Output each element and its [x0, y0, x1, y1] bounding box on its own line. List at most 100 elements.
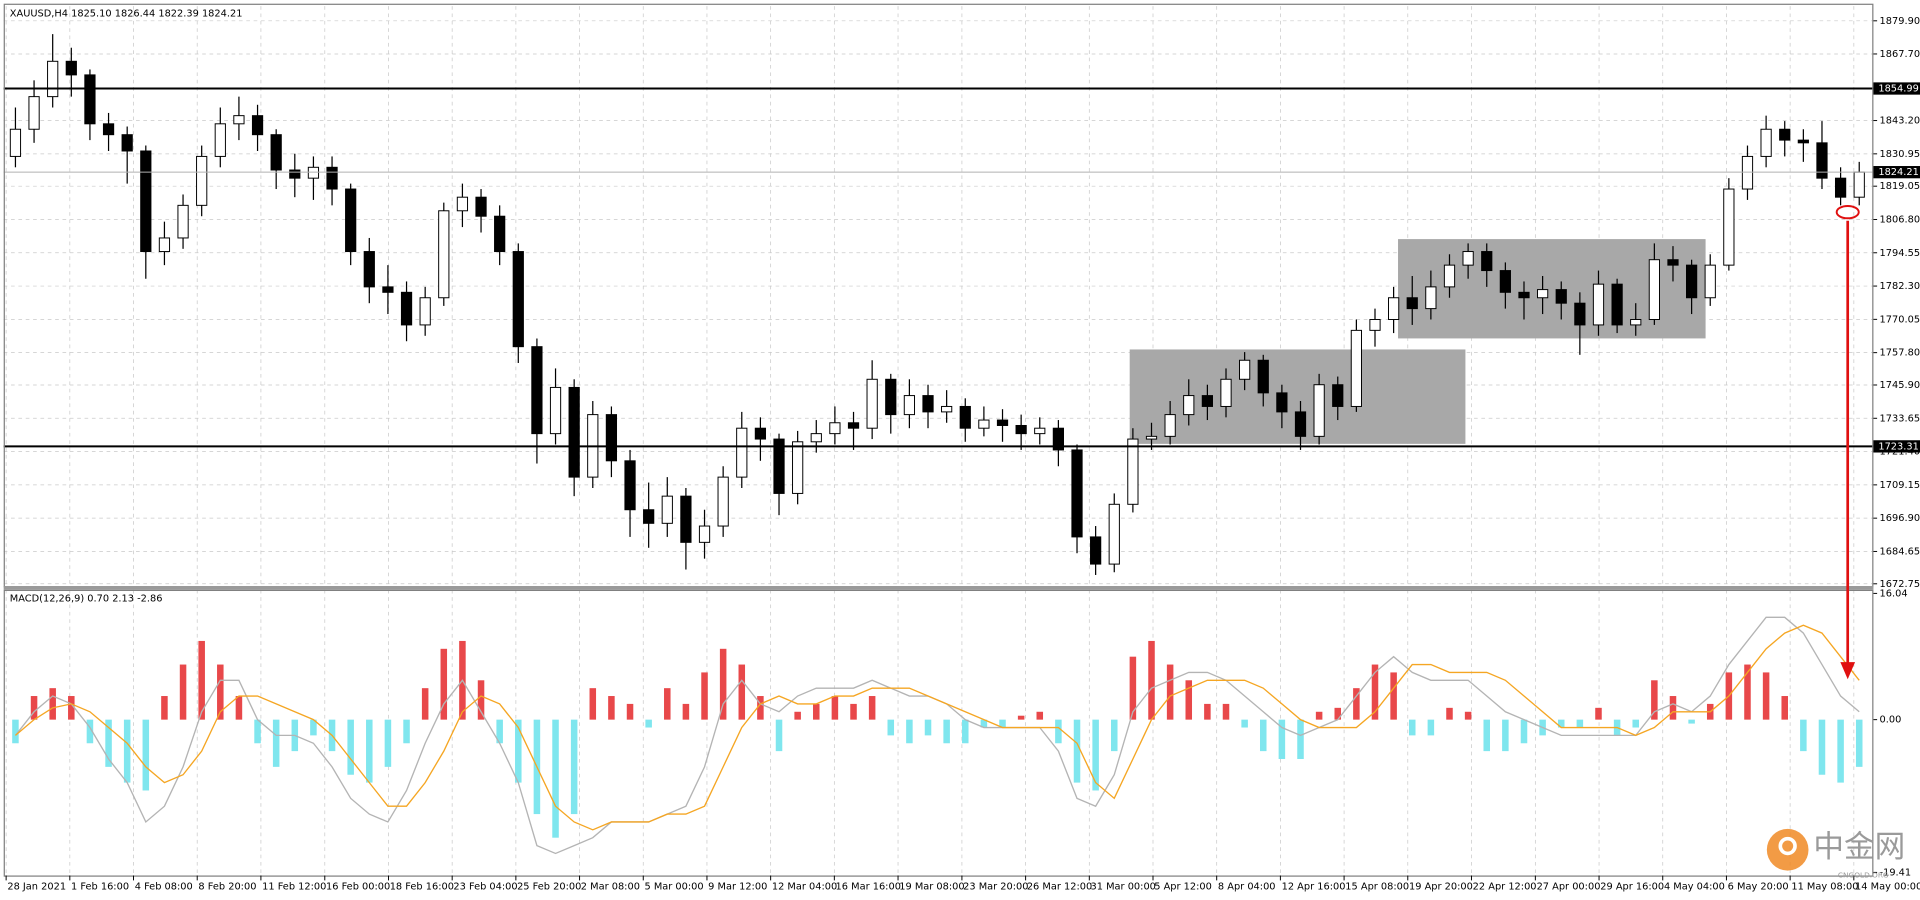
watermark-text: 中金网 [1813, 830, 1905, 865]
candle-body [866, 378, 878, 429]
x-tick-label: 16 Mar 16:00 [836, 882, 901, 893]
x-tick-label: 18 Feb 16:00 [390, 882, 454, 893]
x-tick-label: 11 Feb 12:00 [262, 882, 326, 893]
candle-body [9, 128, 22, 157]
histogram-bar [161, 696, 168, 720]
candle-body [1834, 177, 1847, 198]
candle-body [84, 74, 96, 125]
candle-body [1369, 318, 1381, 331]
candle-body [345, 188, 357, 253]
histogram-bar [1111, 719, 1118, 752]
y-tick-label: 1879.90 [1880, 16, 1920, 27]
level-label: 1723.31 [1878, 441, 1919, 452]
macd-panel-border [3, 589, 1874, 877]
histogram-bar [1055, 719, 1062, 744]
histogram-bar [999, 719, 1006, 728]
candle-body [1741, 155, 1754, 190]
candle-body [885, 378, 897, 416]
current-price-box [1873, 166, 1920, 179]
y-tick-label: 1830.95 [1880, 149, 1920, 160]
candle-body [959, 405, 971, 429]
candle-body [363, 251, 375, 288]
histogram-bar [1390, 672, 1397, 720]
histogram-bar [440, 648, 448, 720]
candle-body [1294, 411, 1307, 437]
candle-body [1592, 283, 1605, 326]
histogram-bar [1595, 707, 1602, 720]
histogram-bar [1744, 664, 1751, 720]
x-tick-label: 19 Apr 20:00 [1409, 882, 1473, 893]
x-tick-label: 4 Feb 08:00 [135, 882, 193, 893]
histogram-bar [1185, 680, 1193, 720]
candle-body [289, 169, 301, 179]
candle-body [512, 251, 524, 348]
histogram-bar [719, 648, 727, 720]
candle-body [1555, 289, 1567, 304]
histogram-bar [254, 719, 261, 744]
candle-body [1145, 435, 1158, 440]
y-tick-label: 0.00 [1880, 715, 1902, 726]
candle-body [1443, 264, 1456, 288]
histogram-bar [1204, 703, 1211, 720]
candle-body [996, 419, 1009, 426]
candle-body [661, 495, 673, 524]
histogram-bar [1557, 719, 1565, 728]
overlay-layer: 中金网 CNGOLD.ORG [1766, 205, 1905, 879]
histogram-bar [366, 719, 373, 783]
histogram-bar [1483, 719, 1491, 752]
histogram-bar [1800, 719, 1807, 752]
level-label-box [1873, 440, 1920, 453]
histogram-bar [794, 711, 801, 720]
y-tick-label: 1843.20 [1880, 116, 1920, 127]
marks-layer [3, 34, 1874, 855]
candle-body [680, 495, 692, 543]
candle-body [1574, 302, 1586, 326]
candle-body [847, 422, 860, 429]
x-tick-label: 5 Apr 12:00 [1154, 882, 1212, 893]
candle-body [158, 237, 171, 253]
candle-body [1685, 264, 1698, 299]
candle-body [698, 525, 711, 543]
price-title: XAUUSD,H4 1825.10 1826.44 1822.39 1824.2… [10, 8, 243, 19]
logo-mark [1766, 828, 1809, 871]
histogram-bar [1017, 715, 1025, 720]
candle-body [28, 96, 40, 130]
histogram-bar [608, 696, 615, 720]
histogram-bar [1148, 640, 1155, 720]
histogram-bar [757, 696, 764, 720]
histogram-bar [1502, 719, 1509, 752]
x-tick-label: 2 Mar 08:00 [581, 882, 640, 893]
candle-body [736, 427, 748, 478]
candle-body [382, 286, 394, 293]
candle-body [1667, 259, 1679, 266]
candle-body [568, 386, 580, 478]
histogram-bar [421, 688, 429, 720]
histogram-bar [1092, 719, 1099, 791]
histogram-bar [49, 688, 56, 720]
histogram-bar [86, 719, 94, 744]
x-tick-label: 22 Apr 12:00 [1473, 882, 1537, 893]
histogram-bar [1036, 711, 1044, 720]
histogram-bar [775, 719, 783, 752]
candle-body [531, 346, 543, 435]
histogram-bar [496, 719, 503, 744]
candle-body [494, 215, 506, 253]
histogram-bar [1297, 719, 1304, 759]
candle-body [1630, 318, 1642, 326]
x-tick-label: 8 Feb 20:00 [198, 882, 256, 893]
histogram-bar [1651, 680, 1658, 720]
histogram-bar [1464, 711, 1472, 720]
x-tick-label: 5 Mar 00:00 [644, 882, 703, 893]
candle-body [922, 395, 934, 413]
histogram-bar [738, 664, 746, 720]
histogram-bar [1520, 719, 1528, 744]
histogram-bar [1353, 688, 1360, 720]
y-tick-label: 1733.65 [1880, 413, 1920, 424]
candle-body [1127, 438, 1139, 505]
histogram-bar [868, 696, 876, 720]
histogram-bar [552, 719, 559, 838]
candle-body [1648, 259, 1660, 320]
histogram-bar [1241, 719, 1248, 728]
y-tick-label: 1819.05 [1880, 181, 1920, 192]
candle-body [307, 166, 320, 179]
